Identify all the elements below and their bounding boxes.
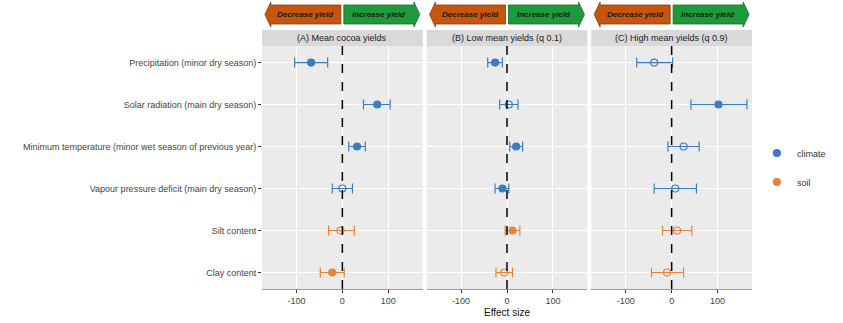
svg-text:Vapour pressure deficit (main: Vapour pressure deficit (main dry season… — [90, 184, 256, 194]
svg-text:Increase yield: Increase yield — [517, 10, 571, 19]
svg-text:Decrease yield: Decrease yield — [277, 10, 334, 19]
svg-text:Decrease yield: Decrease yield — [607, 10, 664, 19]
svg-text:Solar radiation (main dry seas: Solar radiation (main dry season) — [124, 100, 257, 110]
svg-text:soil: soil — [797, 178, 811, 188]
svg-text:Minimum temperature (minor wet: Minimum temperature (minor wet season of… — [23, 142, 256, 152]
svg-text:climate: climate — [797, 149, 826, 159]
svg-text:100: 100 — [710, 296, 725, 306]
svg-text:Increase yield: Increase yield — [681, 10, 735, 19]
svg-text:Effect size: Effect size — [484, 307, 530, 318]
svg-text:Clay content: Clay content — [206, 268, 257, 278]
svg-text:Precipitation (minor dry seaso: Precipitation (minor dry season) — [129, 58, 256, 68]
svg-text:100: 100 — [545, 296, 560, 306]
svg-text:-100: -100 — [287, 296, 305, 306]
svg-text:100: 100 — [381, 296, 396, 306]
svg-text:0: 0 — [669, 296, 674, 306]
svg-text:Increase yield: Increase yield — [352, 10, 406, 19]
svg-text:0: 0 — [504, 296, 509, 306]
svg-text:(B) Low mean yields (q 0.1): (B) Low mean yields (q 0.1) — [452, 33, 562, 43]
svg-text:0: 0 — [340, 296, 345, 306]
svg-text:-100: -100 — [617, 296, 635, 306]
svg-text:Silt content: Silt content — [212, 226, 257, 236]
svg-text:(A) Mean cocoa yields: (A) Mean cocoa yields — [297, 33, 387, 43]
svg-text:Decrease yield: Decrease yield — [442, 10, 499, 19]
svg-text:-100: -100 — [452, 296, 470, 306]
svg-text:(C) High mean yields (q 0.9): (C) High mean yields (q 0.9) — [615, 33, 728, 43]
